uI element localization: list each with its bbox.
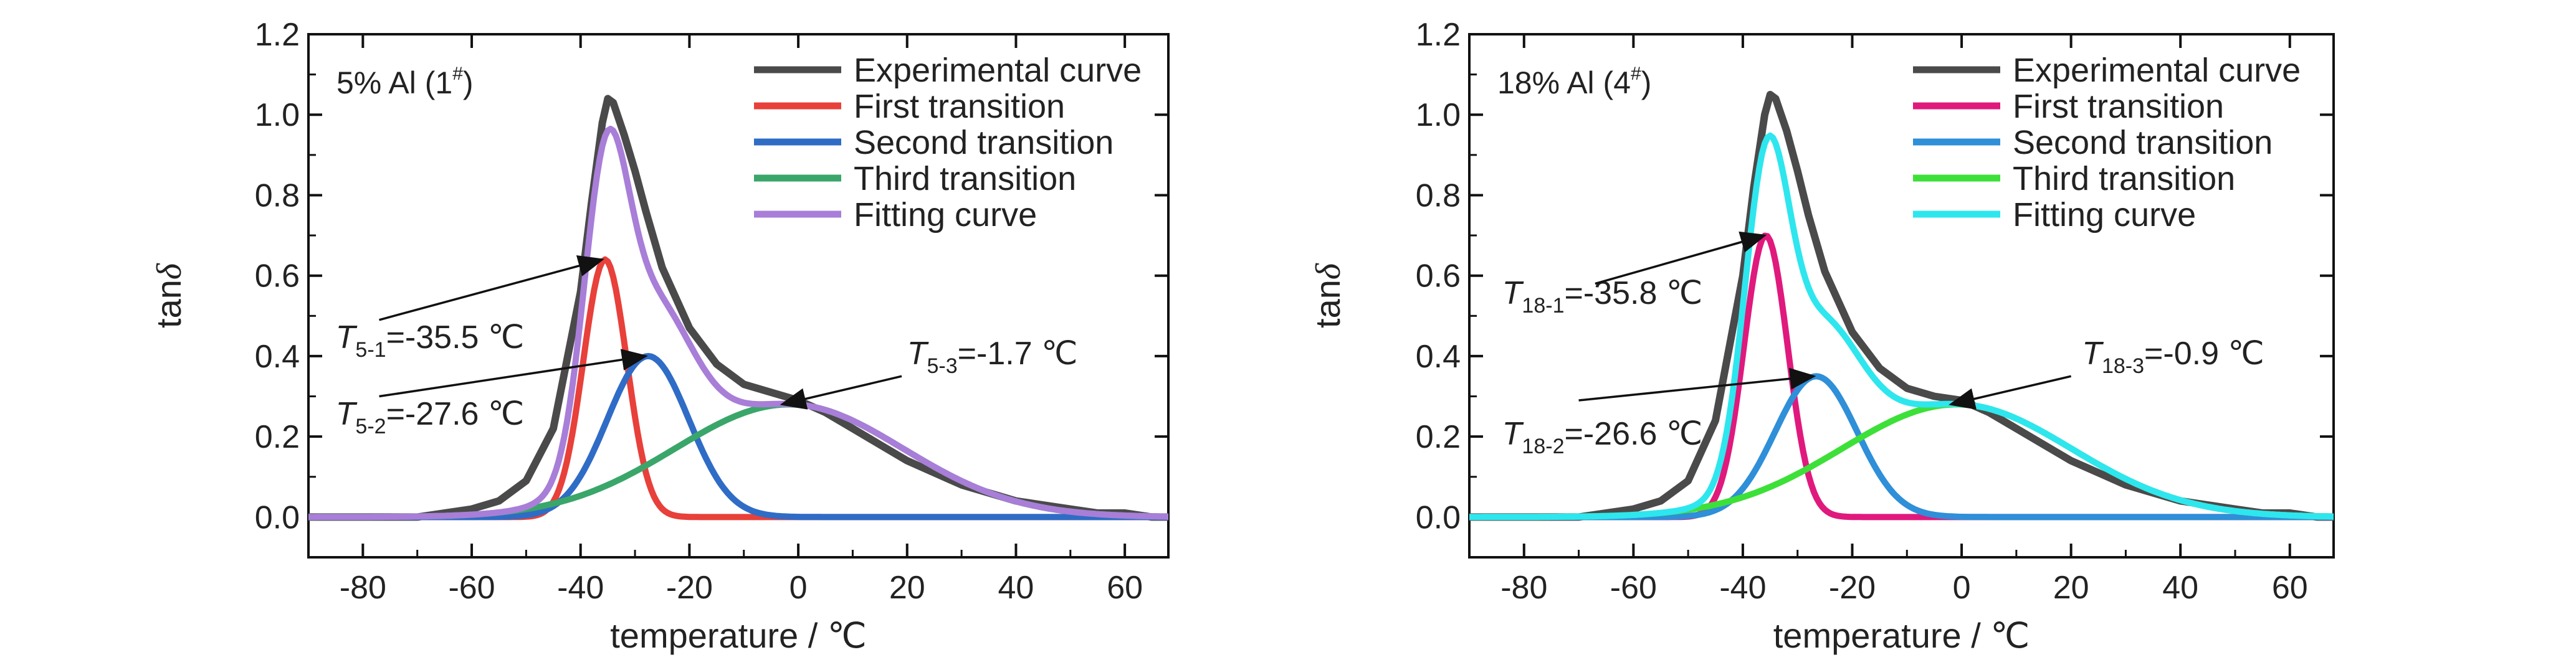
y-tick-label: 0.8	[255, 177, 300, 214]
series-line-5	[1469, 132, 2334, 521]
panel-label-sup: #	[452, 64, 463, 84]
annotation-subscript: 5-3	[927, 354, 958, 378]
chart-panel-1: -80 -60 -40 -20 0 20 40 60 0.0 0.2 0.4 0.6 0.8 1.0 1.2…	[149, 17, 1170, 655]
legend-label-2: First transition	[854, 88, 1065, 125]
legend-label-4: Third transition	[2013, 160, 2235, 197]
annotation-1: T5-1=-35.5 ℃	[336, 319, 525, 362]
chart-panel-2: -80 -60 -40 -20 0 20 40 60 0.0 0.2 0.4 0.6 0.8 1.0 1.2…	[1308, 17, 2335, 655]
y-tick-label: 0.2	[255, 419, 300, 455]
legend-label-2: First transition	[2013, 88, 2224, 125]
annotation-symbol: T	[2082, 336, 2104, 372]
legend-label-3: Second transition	[854, 124, 1114, 161]
legend-label-4: Third transition	[854, 160, 1076, 197]
panel-label-end: )	[463, 65, 474, 100]
x-tick-label: -20	[666, 570, 713, 606]
y-tick-label: 0.4	[255, 339, 300, 375]
annotation-value: =-35.8 ℃	[1564, 275, 1702, 311]
y-axis-label-text: tan	[149, 280, 188, 328]
annotation-arrow-1	[1595, 231, 1767, 285]
y-tick-label: 1.2	[255, 17, 300, 53]
annotation-arrow-2	[379, 349, 648, 398]
y-tick-label: 0.4	[1416, 339, 1461, 375]
panel-label: 18% Al (4#)	[1497, 64, 1651, 100]
annotation-symbol: T	[336, 319, 358, 356]
x-tick-label: -80	[340, 570, 386, 606]
x-tick-label: -40	[557, 570, 604, 606]
annotation-3: T5-3=-1.7 ℃	[907, 336, 1078, 378]
x-tick-label: -60	[448, 570, 495, 606]
annotation-arrow-1	[379, 255, 605, 321]
y-tick-label: 0.2	[1416, 419, 1461, 455]
annotation-subscript: 18-1	[1522, 294, 1564, 318]
annotation-arrow-3	[780, 375, 902, 410]
annotation-symbol: T	[1502, 416, 1524, 452]
annotation-subscript: 18-3	[2102, 354, 2144, 378]
annotation-value: =-0.9 ℃	[2144, 336, 2264, 372]
annotation-subscript: 5-2	[355, 415, 386, 438]
x-tick-label: -80	[1500, 570, 1547, 606]
y-tick-label: 0.0	[1416, 499, 1461, 535]
y-axis-label: tanδ	[149, 263, 189, 328]
x-tick-label: 20	[889, 570, 925, 606]
x-tick-label: 60	[2272, 570, 2308, 606]
annotation-symbol: T	[1502, 275, 1524, 311]
x-tick-label: -20	[1829, 570, 1876, 606]
legend-label-1: Experimental curve	[854, 52, 1142, 89]
annotation-3: T18-3=-0.9 ℃	[2082, 336, 2264, 378]
annotation-2: T5-2=-27.6 ℃	[336, 396, 525, 438]
y-axis-label-text: tan	[1308, 280, 1347, 328]
plot-frame	[307, 33, 1170, 559]
x-tick-label: 20	[2053, 570, 2089, 606]
y-tick-label: 0.6	[255, 258, 300, 295]
panel-label-text: 5% Al (1	[336, 65, 452, 100]
curves	[1469, 90, 2334, 521]
x-tick-label: -40	[1719, 570, 1766, 606]
annotation-value: =-26.6 ℃	[1564, 416, 1702, 452]
legend-label-5: Fitting curve	[2013, 196, 2196, 233]
annotation-value: =-1.7 ℃	[958, 336, 1078, 372]
y-tick-label: 1.0	[255, 97, 300, 133]
panel-label-sup: #	[1631, 64, 1641, 84]
x-tick-label: 40	[998, 570, 1034, 606]
x-tick-label: 0	[1953, 570, 1971, 606]
legend-label-5: Fitting curve	[854, 196, 1037, 233]
y-tick-label: 1.0	[1416, 97, 1461, 133]
annotation-arrow-3	[1949, 375, 2072, 410]
curves	[308, 95, 1168, 521]
annotation-value: =-35.5 ℃	[386, 319, 525, 356]
y-tick-label: 0.6	[1416, 258, 1461, 295]
x-axis-label: temperature / ℃	[1773, 616, 2030, 655]
y-axis-label: tanδ	[1308, 263, 1348, 328]
annotation-subscript: 18-2	[1522, 435, 1564, 458]
y-tick-label: 1.2	[1416, 17, 1461, 53]
annotation-symbol: T	[907, 336, 929, 372]
y-tick-label: 0.0	[255, 499, 300, 535]
annotation-value: =-27.6 ℃	[386, 396, 525, 432]
x-tick-label: -60	[1610, 570, 1657, 606]
plot-frame	[1468, 33, 2335, 559]
annotation-2: T18-2=-26.6 ℃	[1502, 416, 1703, 458]
panel-label-text: 18% Al (4	[1497, 65, 1631, 100]
x-tick-label: 60	[1107, 570, 1143, 606]
annotation-arrow-2	[1578, 367, 1816, 402]
panel-label-end: )	[1641, 65, 1652, 100]
legend-label-3: Second transition	[2013, 124, 2273, 161]
x-tick-label: 40	[2162, 570, 2198, 606]
y-axis-label-symbol: δ	[1309, 263, 1348, 280]
series-line-5	[308, 125, 1168, 521]
panel-label: 5% Al (1#)	[336, 64, 474, 100]
y-axis-label-symbol: δ	[150, 263, 189, 280]
annotation-subscript: 5-1	[355, 338, 386, 362]
annotation-symbol: T	[336, 396, 358, 432]
annotation-1: T18-1=-35.8 ℃	[1502, 275, 1703, 318]
legend-label-1: Experimental curve	[2013, 52, 2301, 89]
y-tick-label: 0.8	[1416, 177, 1461, 214]
x-axis-label: temperature / ℃	[610, 616, 867, 655]
x-tick-label: 0	[789, 570, 808, 606]
